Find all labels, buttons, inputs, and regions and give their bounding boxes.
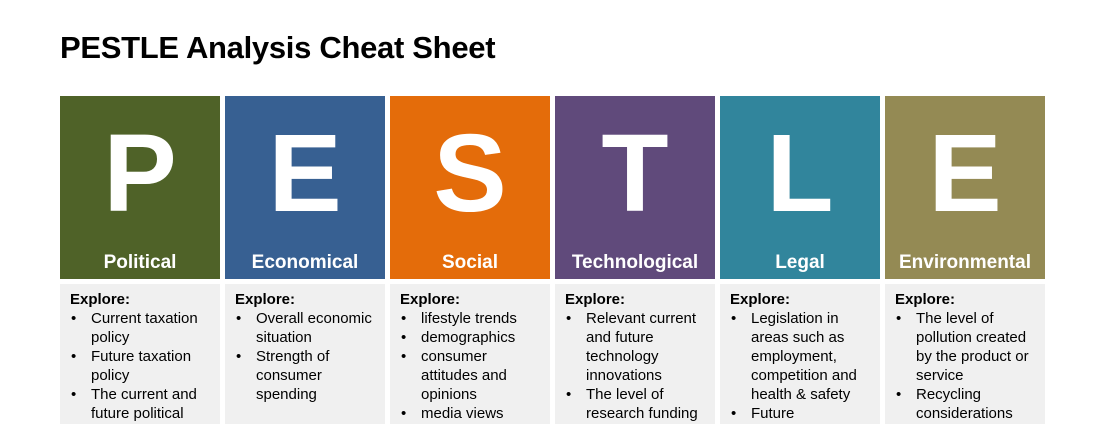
tile-letter: L <box>766 112 834 235</box>
list-item: The current and future political <box>70 385 220 423</box>
tile-political: P Political <box>60 96 220 279</box>
tile-legal: L Legal <box>720 96 880 279</box>
list-item: Relevant current and future technology i… <box>565 309 715 385</box>
explore-list: Overall economic situation Strength of c… <box>235 309 385 404</box>
tile-category: Legal <box>775 252 825 273</box>
column-political: P Political Explore: Current taxation po… <box>60 96 220 424</box>
column-social: S Social Explore: lifestyle trends demog… <box>390 96 550 424</box>
explore-label: Explore: <box>565 291 626 308</box>
list-item: Overall economic situation <box>235 309 385 347</box>
explore-label: Explore: <box>70 291 131 308</box>
list-item: Future taxation policy <box>70 347 220 385</box>
tile-technological: T Technological <box>555 96 715 279</box>
tile-environmental: E Environmental <box>885 96 1045 279</box>
list-item: demographics <box>400 328 550 347</box>
explore-list: Current taxation policy Future taxation … <box>70 309 220 423</box>
explore-box: Explore: The level of pollution created … <box>885 284 1045 424</box>
tile-category: Environmental <box>899 252 1031 273</box>
tile-letter: S <box>433 112 507 235</box>
tile-category: Technological <box>571 252 699 273</box>
explore-label: Explore: <box>730 291 791 308</box>
list-item: consumer attitudes and opinions <box>400 347 550 404</box>
explore-box: Explore: Overall economic situation Stre… <box>225 284 385 424</box>
column-technological: T Technological Explore: Relevant curren… <box>555 96 715 424</box>
explore-label: Explore: <box>400 291 461 308</box>
list-item: media views <box>400 404 550 423</box>
column-environmental: E Environmental Explore: The level of po… <box>885 96 1045 424</box>
tile-category: Political <box>103 252 177 273</box>
list-item: Legislation in areas such as employment,… <box>730 309 880 404</box>
explore-list: Relevant current and future technology i… <box>565 309 715 423</box>
explore-box: Explore: Relevant current and future tec… <box>555 284 715 424</box>
explore-list: The level of pollution created by the pr… <box>895 309 1045 423</box>
tile-category: Social <box>442 252 498 273</box>
list-item: lifestyle trends <box>400 309 550 328</box>
tile-letter: T <box>601 112 669 235</box>
pestle-columns: P Political Explore: Current taxation po… <box>60 96 1045 424</box>
list-item: The level of pollution created by the pr… <box>895 309 1045 385</box>
list-item: Strength of consumer spending <box>235 347 385 404</box>
explore-box: Explore: Legislation in areas such as em… <box>720 284 880 424</box>
tile-social: S Social <box>390 96 550 279</box>
list-item: Future <box>730 404 880 423</box>
column-legal: L Legal Explore: Legislation in areas su… <box>720 96 880 424</box>
tile-letter: E <box>268 112 342 235</box>
tile-letter: E <box>928 112 1002 235</box>
explore-list: Legislation in areas such as employment,… <box>730 309 880 423</box>
tile-economical: E Economical <box>225 96 385 279</box>
explore-list: lifestyle trends demographics consumer a… <box>400 309 550 423</box>
tile-category: Economical <box>251 252 359 273</box>
list-item: Current taxation policy <box>70 309 220 347</box>
list-item: Recycling considerations <box>895 385 1045 423</box>
explore-label: Explore: <box>235 291 296 308</box>
page-title: PESTLE Analysis Cheat Sheet <box>60 30 496 65</box>
column-economical: E Economical Explore: Overall economic s… <box>225 96 385 424</box>
explore-box: Explore: Current taxation policy Future … <box>60 284 220 424</box>
tile-letter: P <box>103 112 177 235</box>
explore-box: Explore: lifestyle trends demographics c… <box>390 284 550 424</box>
list-item: The level of research funding <box>565 385 715 423</box>
explore-label: Explore: <box>895 291 956 308</box>
